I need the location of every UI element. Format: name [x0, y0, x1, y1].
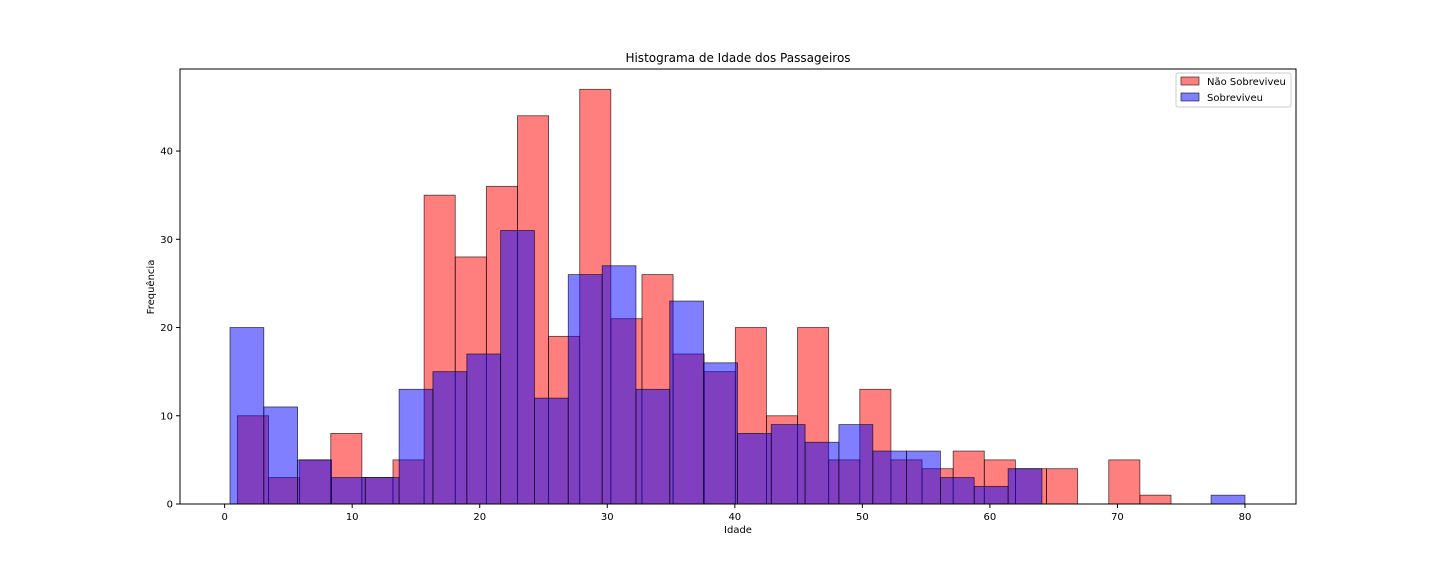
bar-sobreviveu-2 — [297, 459, 332, 505]
y-tick-label-30: 30 — [160, 235, 173, 246]
bar-sobreviveu-19 — [872, 450, 908, 505]
bar-sobreviveu-23 — [1007, 468, 1043, 505]
bar-sobreviveu-3 — [331, 477, 366, 505]
legend-label-sobreviveu: Sobreviveu — [1207, 93, 1263, 104]
x-axis-ticks: 0 10 20 30 40 50 60 70 80 — [221, 504, 1251, 523]
y-axis-ticks: 0 10 20 30 40 — [160, 147, 180, 511]
bar-sobreviveu-10 — [567, 274, 603, 505]
plot-frame — [179, 68, 1297, 505]
bar-sobreviveu-22 — [973, 485, 1009, 505]
y-tick-label-40: 40 — [160, 147, 173, 158]
bar-sobreviveu-8 — [500, 230, 535, 505]
legend-swatch-nao-sobreviveu — [1180, 76, 1200, 86]
bar-sobreviveu-9 — [534, 397, 569, 505]
bar-sobreviveu-16 — [770, 424, 806, 505]
x-axis-label: Idade — [724, 525, 752, 536]
bar-sobreviveu-7 — [466, 353, 502, 505]
y-tick-label-20: 20 — [160, 323, 173, 334]
bar-sobreviveu-12 — [635, 388, 671, 505]
x-tick-label-0: 0 — [221, 512, 227, 523]
bar-sobreviveu-13 — [669, 300, 704, 505]
x-tick-label-40: 40 — [728, 512, 741, 523]
bar-sobreviveu-14 — [703, 362, 738, 505]
bar-sobreviveu-1 — [263, 406, 298, 505]
x-tick-label-30: 30 — [601, 512, 614, 523]
x-tick-label-60: 60 — [984, 512, 997, 523]
bar-sobreviveu-15 — [737, 433, 772, 505]
y-tick-label-0: 0 — [167, 500, 173, 511]
bar-sobreviveu-0 — [229, 327, 265, 505]
bar-sobreviveu-5 — [398, 388, 434, 505]
legend-box — [1175, 72, 1292, 108]
bar-sobreviveu-29 — [1210, 494, 1246, 505]
bar-nao-sobreviveu-28 — [1108, 459, 1141, 505]
legend-swatch-sobreviveu — [1180, 92, 1200, 102]
bar-sobreviveu-17 — [804, 441, 840, 505]
bar-sobreviveu-4 — [364, 477, 400, 505]
bar-sobreviveu-20 — [906, 450, 941, 505]
x-tick-label-10: 10 — [346, 512, 359, 523]
x-tick-label-50: 50 — [856, 512, 869, 523]
bar-sobreviveu-18 — [838, 424, 874, 505]
bar-nao-sobreviveu-29 — [1139, 494, 1172, 505]
bar-sobreviveu-6 — [432, 371, 468, 505]
chart-title: Histograma de Idade dos Passageiros — [625, 51, 850, 65]
bar-sobreviveu-21 — [940, 477, 975, 505]
legend: Não Sobreviveu Sobreviveu — [1175, 72, 1292, 108]
bar-sobreviveu-11 — [601, 265, 637, 505]
x-tick-label-20: 20 — [473, 512, 486, 523]
y-tick-label-10: 10 — [160, 411, 173, 422]
x-tick-label-80: 80 — [1239, 512, 1252, 523]
x-tick-label-70: 70 — [1111, 512, 1124, 523]
legend-label-nao-sobreviveu: Não Sobreviveu — [1207, 77, 1286, 88]
bar-nao-sobreviveu-26 — [1046, 468, 1079, 505]
y-axis-label: Frequência — [145, 260, 157, 315]
